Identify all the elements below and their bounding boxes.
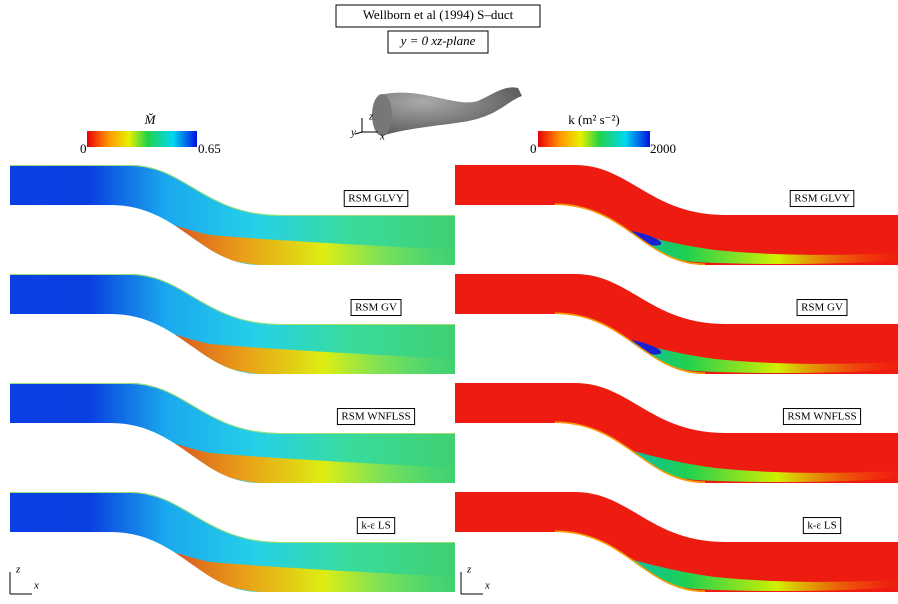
axis-label: x	[379, 131, 385, 143]
duct	[455, 274, 898, 374]
duct-icon: z x y	[350, 87, 522, 143]
panel-label: RSM WNFLSS	[341, 411, 410, 423]
panel-label: k-ε LS	[361, 520, 390, 532]
duct	[10, 165, 455, 265]
panel-label: RSM GV	[801, 302, 843, 314]
colorbar-max: 0.65	[198, 141, 221, 156]
duct	[10, 274, 455, 374]
title: Wellborn et al (1994) S–duct	[363, 7, 514, 22]
panel-label-box	[356, 517, 396, 535]
contour-panel: RSM GLVY	[455, 165, 898, 265]
colorbar-min: 0	[80, 141, 87, 156]
contour-panel: RSM WNFLSS	[10, 383, 455, 483]
panel-label: RSM WNFLSS	[787, 411, 856, 423]
panel-label-box	[796, 299, 848, 317]
contour-panel: RSM WNFLSS	[455, 383, 898, 483]
duct	[455, 492, 898, 592]
axis-label: x	[33, 580, 39, 592]
wake	[595, 550, 898, 592]
title-box	[335, 4, 541, 28]
panel-label-box	[789, 190, 855, 208]
colorbar	[87, 131, 197, 147]
panel-label-box	[350, 299, 402, 317]
colorbar	[538, 131, 650, 147]
axis-label: y	[350, 127, 356, 139]
subtitle-box	[387, 30, 489, 54]
contour-panel: RSM GV	[10, 274, 455, 374]
contour-panel: RSM GV	[455, 274, 898, 374]
contour-panel: k-ε LS	[10, 492, 455, 592]
panel-label: k-ε LS	[807, 520, 836, 532]
axis-label: z	[466, 564, 472, 576]
duct	[10, 383, 455, 483]
panel-label-box	[336, 408, 416, 426]
wake	[595, 441, 898, 483]
panel-label: RSM GLVY	[348, 193, 404, 205]
axis-triad: z x z x	[9, 564, 490, 595]
panel-label: RSM GV	[355, 302, 397, 314]
axis-label: z	[368, 111, 374, 123]
duct	[455, 383, 898, 483]
panel-label-box	[802, 517, 842, 535]
axis-label: x	[484, 580, 490, 592]
duct	[10, 492, 455, 592]
colorbar-max: 2000	[650, 141, 676, 156]
subtitle: y = 0 xz-plane	[399, 33, 476, 48]
wake	[595, 223, 898, 265]
axis-label: z	[15, 564, 21, 576]
colorbar-label: M̆	[144, 112, 157, 127]
contour-panel: RSM GLVY	[10, 165, 455, 265]
duct	[455, 165, 898, 265]
wake	[595, 332, 898, 374]
contour-panel: k-ε LS	[455, 492, 898, 592]
colorbar-min: 0	[530, 141, 537, 156]
colorbar-label: k (m² s⁻²)	[568, 112, 620, 127]
panel-label-box	[343, 190, 409, 208]
panel-label: RSM GLVY	[794, 193, 850, 205]
panel-label-box	[782, 408, 862, 426]
